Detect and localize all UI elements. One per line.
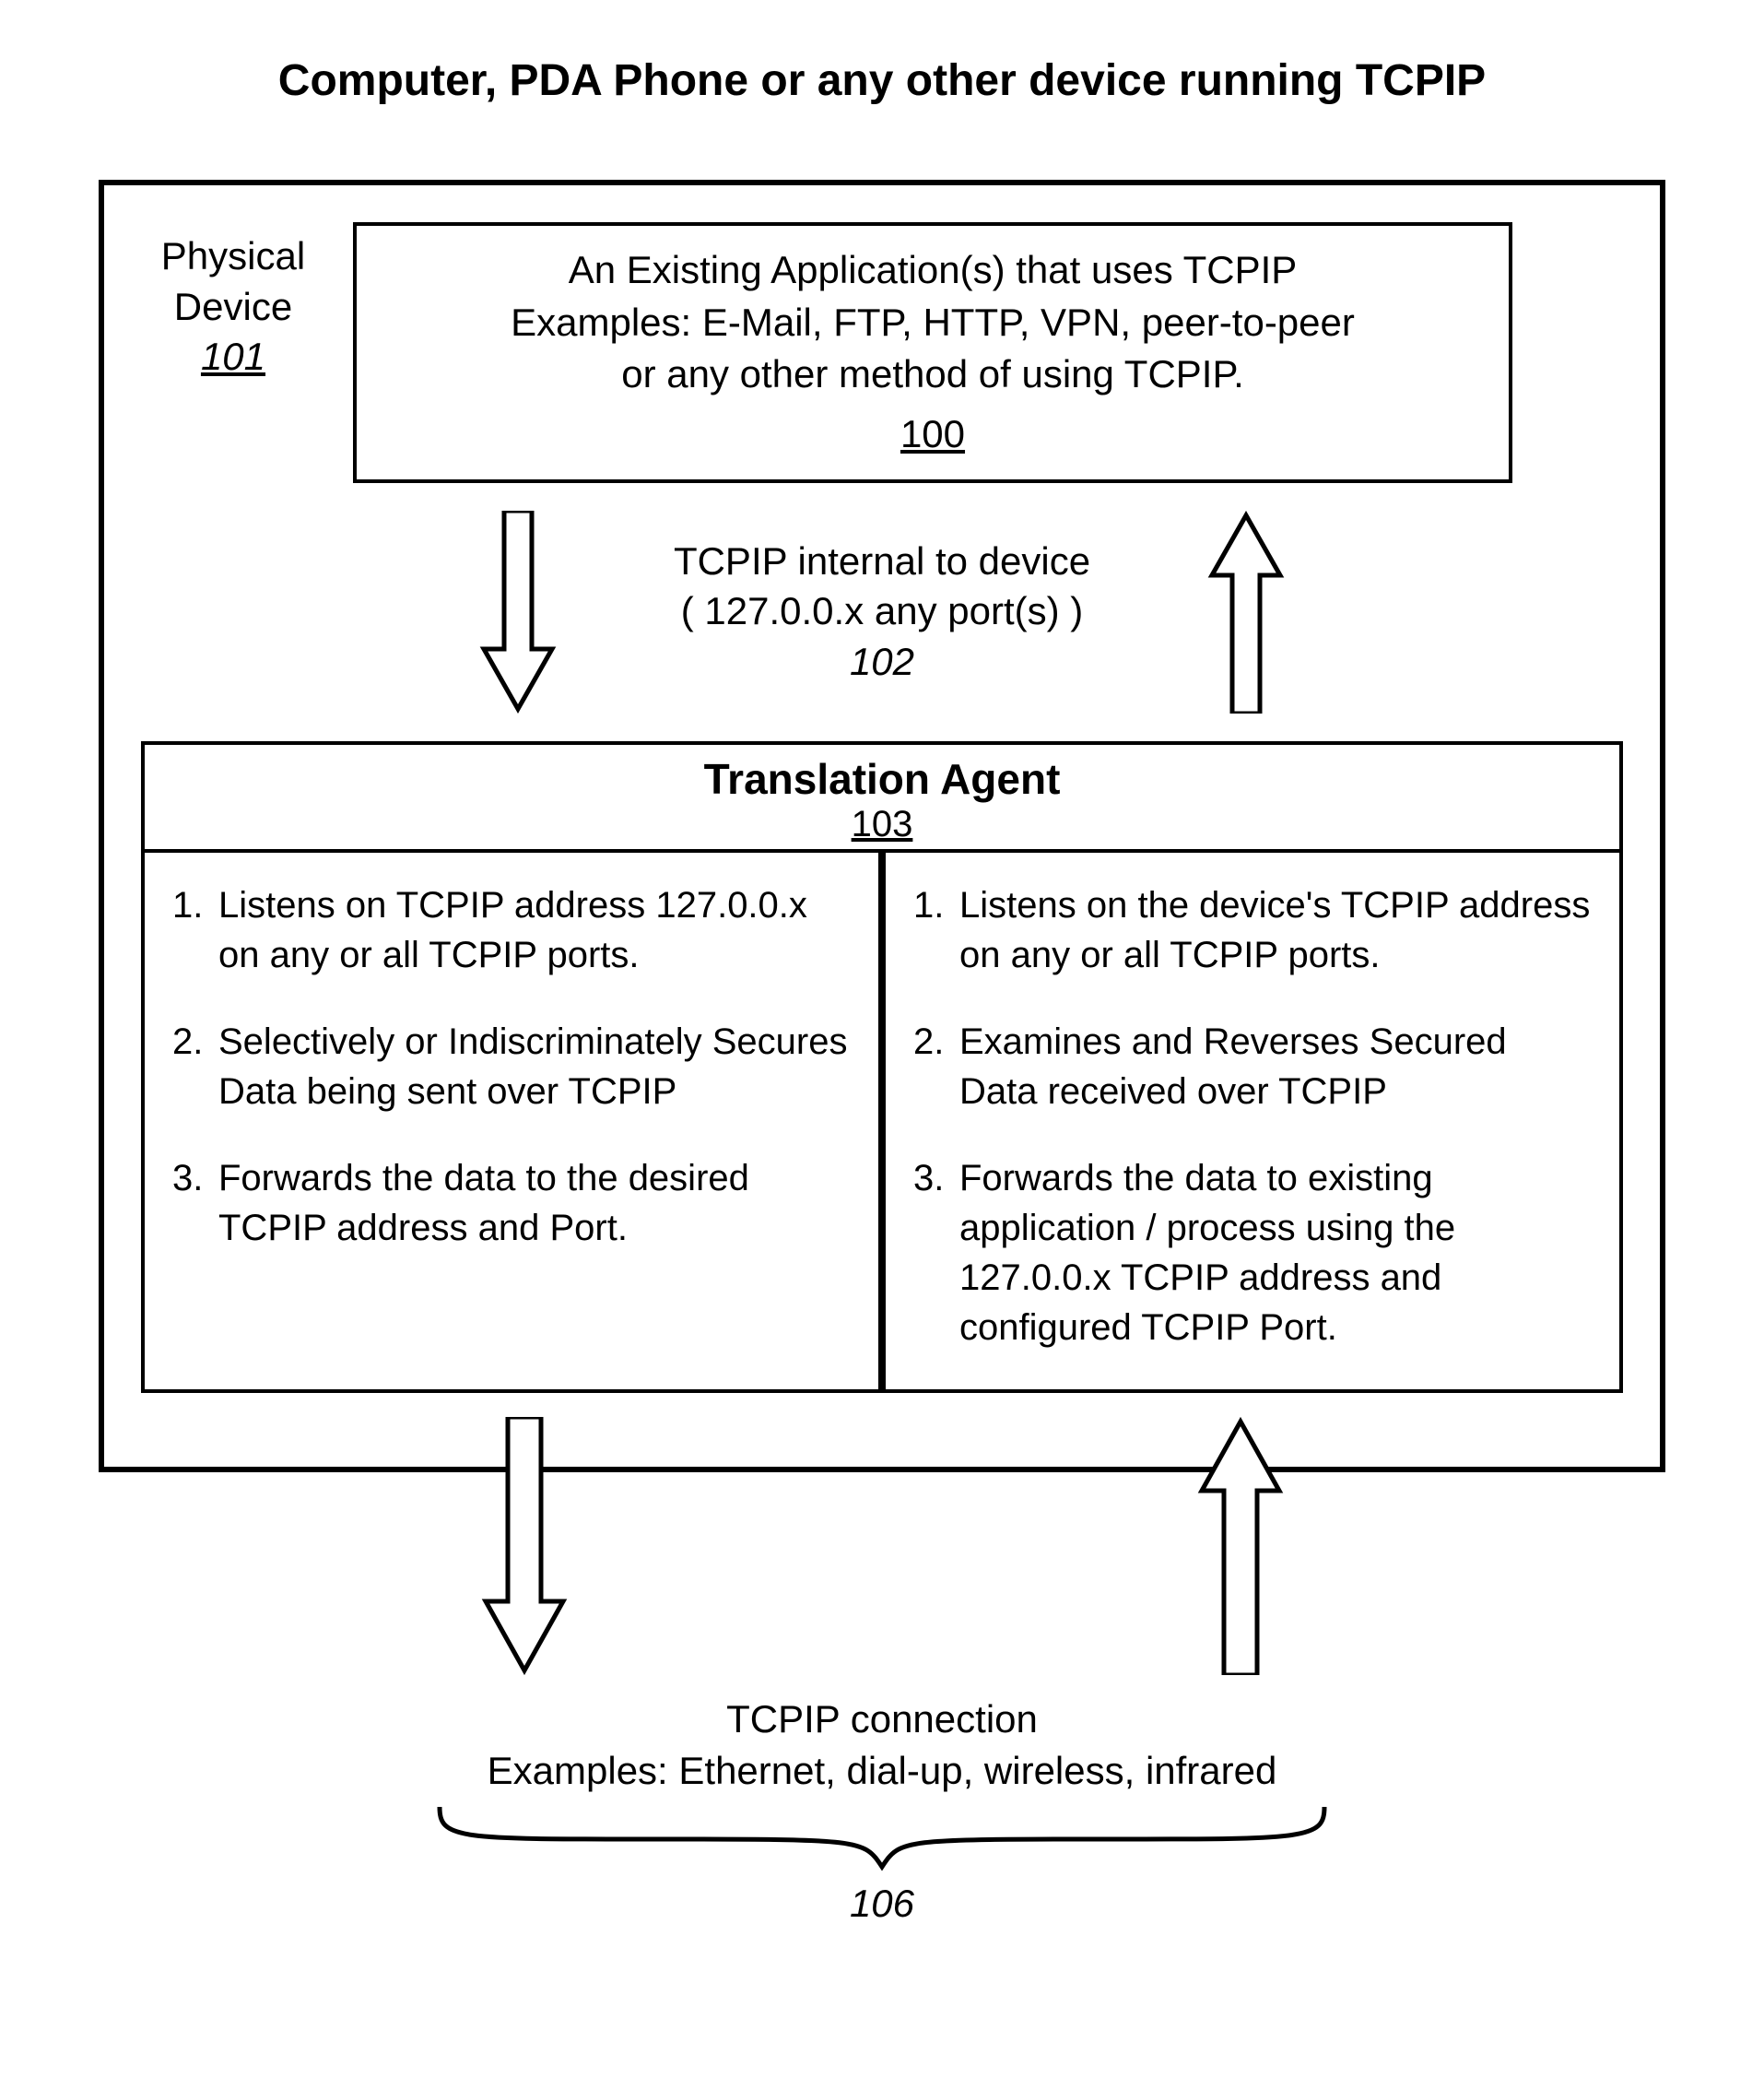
app-line2: Examples: E-Mail, FTP, HTTP, VPN, peer-t…: [394, 297, 1472, 349]
ta-left-item: 3. Forwards the data to the desired TCPI…: [172, 1153, 851, 1253]
mid-row: TCPIP internal to device ( 127.0.0.x any…: [141, 492, 1623, 732]
mid-label: TCPIP internal to device ( 127.0.0.x any…: [587, 537, 1177, 688]
ta-text: Listens on the device's TCPIP address on…: [959, 880, 1592, 980]
ta-right-item: 3. Forwards the data to existing applica…: [913, 1153, 1592, 1352]
mid-ref: 102: [587, 637, 1177, 688]
physical-device-container: Physical Device 101 An Existing Applicat…: [99, 180, 1665, 1472]
curly-brace-icon: [430, 1798, 1334, 1871]
app-line1: An Existing Application(s) that uses TCP…: [394, 244, 1472, 297]
ta-right-item: 2. Examines and Reverses Secured Data re…: [913, 1017, 1592, 1116]
ta-num: 2.: [172, 1017, 218, 1116]
ta-num: 3.: [172, 1153, 218, 1253]
ta-title: Translation Agent: [704, 755, 1061, 803]
top-row: Physical Device 101 An Existing Applicat…: [141, 222, 1623, 483]
ta-left-item: 2. Selectively or Indiscriminately Secur…: [172, 1017, 851, 1116]
ta-num: 1.: [172, 880, 218, 980]
ta-text: Forwards the data to the desired TCPIP a…: [218, 1153, 851, 1253]
mid-line1: TCPIP internal to device: [587, 537, 1177, 587]
ta-body: 1. Listens on TCPIP address 127.0.0.x on…: [145, 853, 1619, 1389]
arrow-up-icon: [1205, 511, 1288, 714]
bottom-label: TCPIP connection Examples: Ethernet, dia…: [55, 1694, 1709, 1798]
mid-line2: ( 127.0.0.x any port(s) ): [587, 586, 1177, 637]
ta-num: 1.: [913, 880, 959, 980]
ta-left-col: 1. Listens on TCPIP address 127.0.0.x on…: [145, 853, 882, 1389]
ta-right-item: 1. Listens on the device's TCPIP address…: [913, 880, 1592, 980]
ta-left-item: 1. Listens on TCPIP address 127.0.0.x on…: [172, 880, 851, 980]
ta-text: Forwards the data to existing applicatio…: [959, 1153, 1592, 1352]
ta-text: Selectively or Indiscriminately Secures …: [218, 1017, 851, 1116]
translation-agent-box: Translation Agent 103 1. Listens on TCPI…: [141, 741, 1623, 1393]
ta-text: Listens on TCPIP address 127.0.0.x on an…: [218, 880, 851, 980]
physical-device-text2: Device: [141, 282, 325, 333]
application-box: An Existing Application(s) that uses TCP…: [353, 222, 1512, 483]
arrow-up-icon: [1194, 1417, 1287, 1675]
app-line3: or any other method of using TCPIP.: [394, 348, 1472, 401]
translation-agent-header: Translation Agent 103: [145, 745, 1619, 853]
physical-device-ref: 101: [141, 332, 325, 383]
bottom-line2: Examples: Ethernet, dial-up, wireless, i…: [55, 1745, 1709, 1798]
bottom-arrows: [55, 1417, 1709, 1675]
arrow-down-icon: [478, 1417, 570, 1675]
page-title: Computer, PDA Phone or any other device …: [55, 55, 1709, 106]
physical-device-label: Physical Device 101: [141, 222, 325, 383]
physical-device-text1: Physical: [141, 231, 325, 282]
ta-ref: 103: [145, 804, 1619, 845]
arrow-down-icon: [476, 511, 559, 714]
brace-wrap: [55, 1798, 1709, 1876]
ta-text: Examines and Reverses Secured Data recei…: [959, 1017, 1592, 1116]
bottom-line1: TCPIP connection: [55, 1694, 1709, 1746]
ta-num: 2.: [913, 1017, 959, 1116]
ta-right-col: 1. Listens on the device's TCPIP address…: [882, 853, 1619, 1389]
app-ref: 100: [394, 408, 1472, 461]
bottom-ref: 106: [55, 1882, 1709, 1926]
ta-num: 3.: [913, 1153, 959, 1352]
